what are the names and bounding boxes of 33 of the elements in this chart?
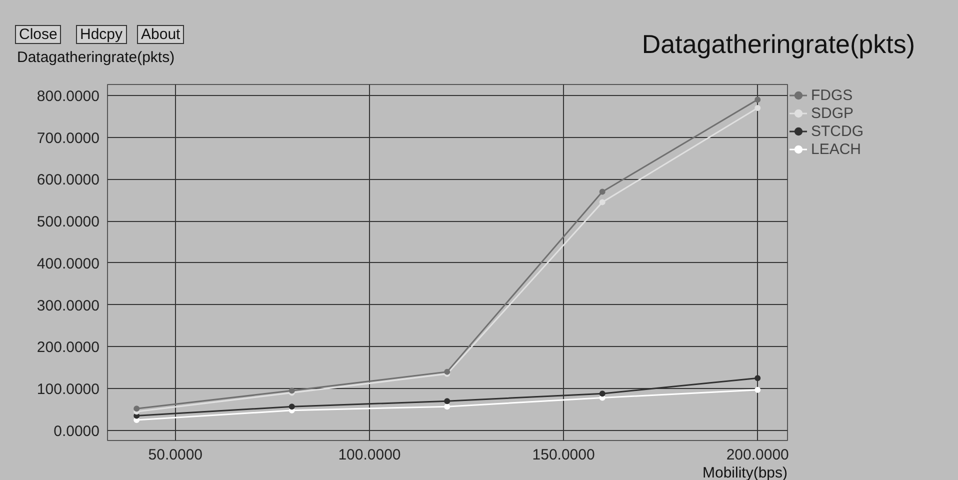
point	[444, 404, 450, 410]
y-axis-title: Datagatheringrate(pkts)	[17, 49, 175, 66]
chart-title: Datagatheringrate(pkts)	[642, 29, 915, 60]
text: Close	[15, 25, 62, 44]
point	[754, 96, 761, 103]
text: Hdcpy	[76, 25, 127, 44]
y-tick-label: 800.0000	[36, 88, 100, 105]
point	[754, 375, 761, 382]
point	[444, 398, 450, 404]
point	[754, 104, 761, 111]
y-tick-label: 400.0000	[36, 255, 100, 272]
point	[134, 406, 140, 412]
x-tick-label: 150.0000	[532, 446, 595, 464]
legend-label: LEACH	[811, 140, 862, 158]
y-tick-label: 200.0000	[36, 339, 100, 356]
y-tick-label: 700.0000	[36, 130, 100, 147]
y-tick-label: 600.0000	[36, 172, 100, 189]
y-tick-label: 0.0000	[54, 422, 100, 440]
point	[288, 404, 295, 410]
legend-label: FDGS	[811, 86, 853, 104]
point	[599, 199, 606, 206]
point	[754, 386, 761, 393]
y-tick-label: 300.0000	[36, 297, 100, 314]
point	[599, 390, 606, 397]
point	[599, 188, 606, 195]
y-tick-label: 100.0000	[36, 381, 100, 398]
y-tick-label: 500.0000	[36, 214, 100, 231]
x-tick-label: 100.0000	[338, 446, 401, 464]
text: About	[137, 25, 184, 44]
x-tick-label: 50.0000	[148, 446, 203, 464]
legend-label: SDGP	[811, 104, 854, 122]
legend-label: STCDG	[811, 122, 864, 140]
x-tick-label: 200.0000	[726, 446, 789, 464]
